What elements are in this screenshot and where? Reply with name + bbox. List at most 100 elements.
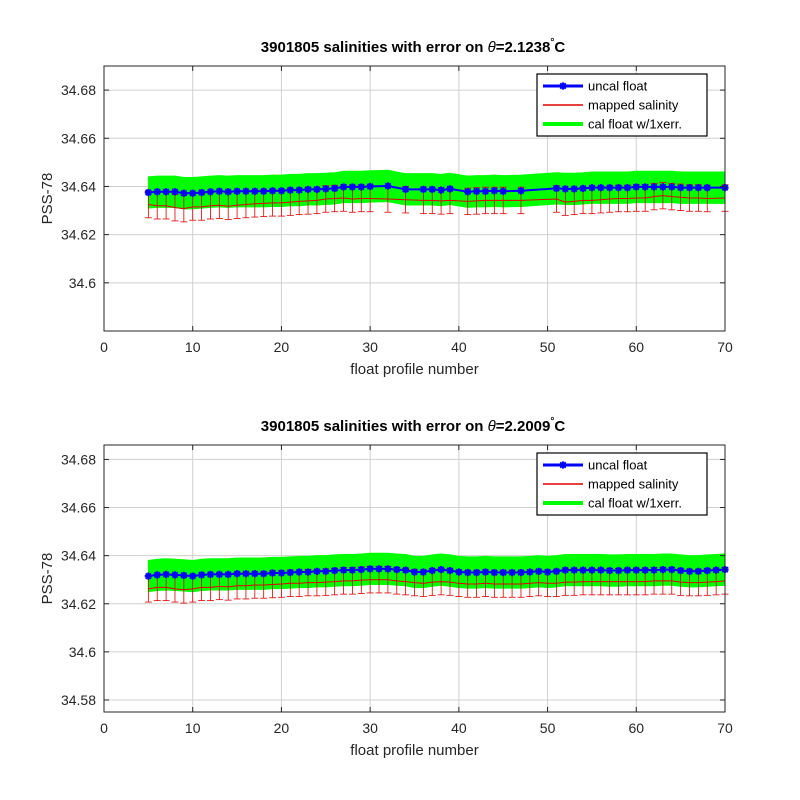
legend-label: uncal float	[588, 458, 648, 473]
uncal-float-point	[144, 572, 152, 580]
x-tick-label: 50	[540, 339, 556, 355]
uncal-float-point	[659, 566, 667, 574]
legend-entry-mapped-salinity: mapped salinity	[543, 98, 679, 113]
uncal-float-point	[677, 566, 685, 575]
uncal-float-point	[295, 568, 303, 576]
marker-stroke	[340, 183, 347, 191]
marker-stroke	[659, 566, 667, 573]
uncal-float-point	[144, 188, 152, 197]
marker-stroke	[561, 185, 569, 193]
uncal-float-series	[144, 565, 729, 580]
y-tick-label: 34.64	[61, 548, 96, 564]
marker-stroke	[526, 568, 534, 576]
marker-stroke	[428, 567, 436, 574]
uncal-float-point	[499, 568, 507, 577]
uncal-float-point	[153, 571, 161, 579]
marker-stroke	[322, 185, 330, 193]
chart-title: 3901805 salinities with error on θ=2.123…	[261, 37, 566, 56]
uncal-float-point	[650, 183, 658, 191]
uncal-float-point	[375, 565, 383, 573]
legend-label: cal float w/1xerr.	[588, 496, 682, 511]
marker-stroke	[145, 189, 152, 196]
uncal-float-point	[384, 565, 392, 573]
x-tick-label: 40	[451, 720, 467, 736]
uncal-float-point	[402, 185, 410, 193]
marker-stroke	[686, 184, 693, 191]
uncal-float-point	[384, 182, 392, 190]
marker-stroke	[615, 567, 622, 574]
marker-stroke	[473, 187, 480, 195]
uncal-float-point	[224, 570, 232, 579]
marker-stroke	[659, 183, 667, 191]
x-axis-ticks: 0 10 20 30 40 50 60 70	[100, 445, 733, 736]
marker-stroke	[269, 187, 276, 195]
uncal-float-point	[535, 567, 543, 575]
marker-stroke	[455, 568, 463, 576]
marker-stroke	[437, 566, 445, 573]
uncal-float-point	[348, 566, 356, 574]
uncal-float-point	[153, 188, 161, 196]
marker-stroke	[349, 566, 356, 574]
uncal-float-point	[206, 188, 215, 196]
uncal-float-point	[366, 182, 374, 191]
marker-stroke	[703, 567, 711, 574]
uncal-float-point	[685, 184, 694, 192]
marker-stroke	[597, 184, 605, 191]
marker-stroke	[624, 184, 631, 191]
uncal-float-point	[277, 569, 286, 577]
marker-stroke	[366, 183, 374, 190]
legend: uncal float mapped salinity cal float w/1x…	[536, 73, 708, 137]
marker-stroke	[242, 187, 250, 195]
uncal-float-point	[260, 187, 268, 195]
marker-stroke	[162, 188, 170, 196]
marker-stroke	[313, 567, 321, 575]
marker-stroke	[570, 185, 578, 193]
marker-stroke	[446, 185, 454, 193]
uncal-float-point	[473, 568, 481, 577]
marker-stroke	[322, 567, 330, 575]
uncal-float-point	[215, 570, 223, 579]
marker-stroke	[384, 182, 392, 190]
uncal-float-point	[189, 572, 197, 580]
marker-stroke	[588, 184, 596, 191]
uncal-float-point	[224, 188, 232, 196]
marker-stroke	[641, 183, 649, 191]
x-tick-label: 10	[185, 720, 201, 736]
marker-stroke	[695, 567, 702, 575]
legend-entry-cal-float: cal float w/1xerr.	[543, 117, 682, 132]
uncal-float-point	[694, 567, 702, 575]
x-tick-label: 30	[362, 720, 378, 736]
marker-stroke	[153, 571, 161, 579]
legend-marker	[559, 82, 567, 90]
plot-frame	[103, 444, 726, 713]
uncal-float-point	[552, 184, 561, 192]
marker-stroke	[340, 566, 347, 574]
uncal-float-point	[606, 566, 614, 575]
uncal-float-point	[268, 187, 277, 195]
uncal-float-point	[419, 568, 427, 576]
uncal-float-point	[251, 570, 259, 578]
y-tick-label: 34.6	[69, 275, 96, 291]
y-tick-label: 34.6	[69, 644, 96, 660]
marker-stroke	[491, 187, 498, 195]
marker-stroke	[632, 566, 640, 574]
uncal-float-point	[437, 566, 445, 574]
marker-stroke	[402, 186, 409, 193]
x-axis-ticks: 0 10 20 30 40 50 60 70	[100, 66, 733, 355]
uncal-float-point	[357, 566, 365, 574]
marker-stroke	[606, 567, 614, 574]
marker-stroke	[597, 566, 605, 574]
chart-panel-bottom: 3901805 salinities with error on θ=2.200…	[39, 416, 733, 759]
uncal-float-point	[197, 188, 206, 197]
marker-stroke	[561, 566, 569, 574]
uncal-float-point	[597, 566, 605, 574]
uncal-float-point	[597, 184, 605, 192]
marker-stroke	[712, 566, 720, 574]
uncal-float-point	[570, 566, 578, 574]
uncal-float-point	[517, 568, 525, 577]
uncal-float-point	[357, 183, 365, 191]
marker-stroke	[153, 188, 161, 196]
uncal-float-point	[517, 187, 525, 195]
marker-stroke	[641, 566, 649, 574]
legend: uncal float mapped salinity cal float w/1x…	[536, 452, 708, 516]
